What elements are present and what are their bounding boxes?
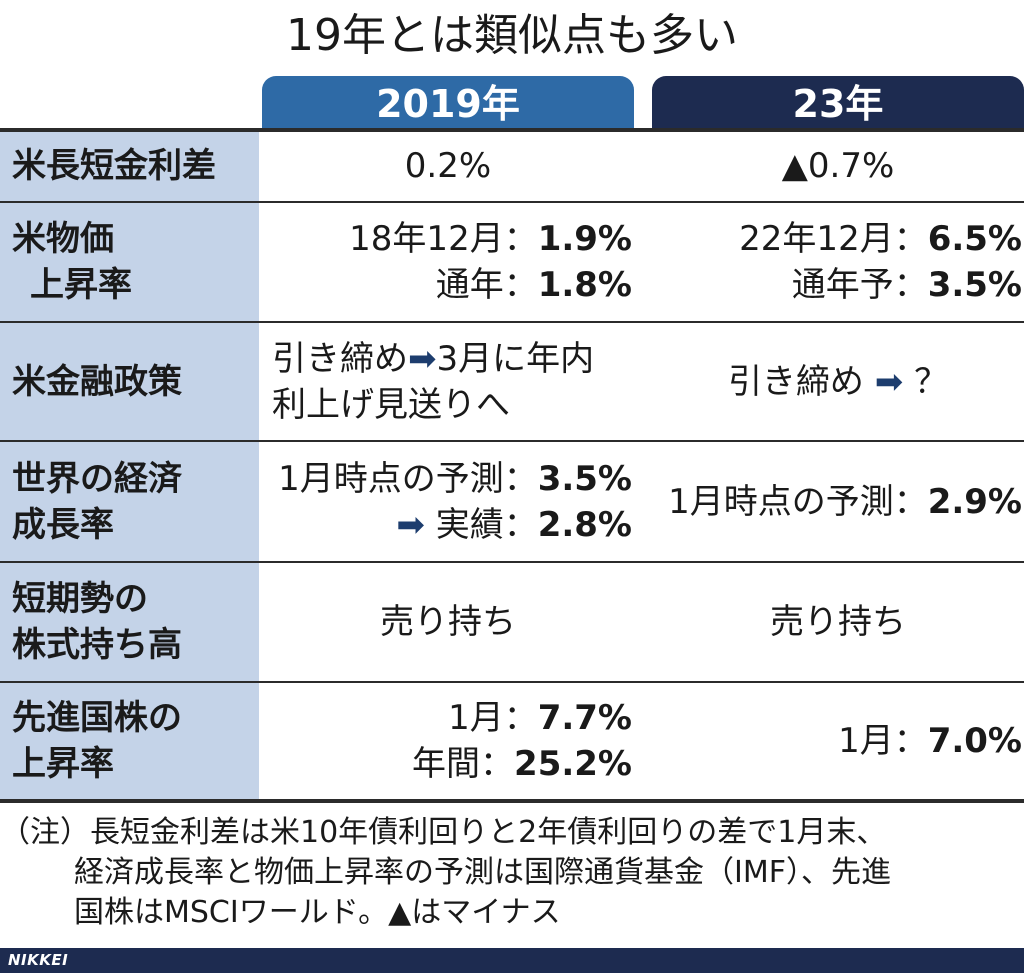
cell-line: 18年12月：1.9% [349,216,632,262]
row-label-us-monetary-policy: 米金融政策 [12,323,257,440]
row-divider [0,561,1024,563]
cell-line: 1月：7.7% [448,695,632,741]
row-label-text: 株式持ち高 [12,625,182,665]
footnote-line: 国株はMSCIワールド。▲はマイナス [74,895,561,930]
cell-rate-spread-2019: 0.2% [262,131,634,201]
cell-us-monetary-policy-2023: 引き締め ➡ ？ [652,323,1024,440]
cell-prefix: 実績： [435,504,538,545]
cell-prefix: 通年： [435,265,538,305]
cell-number: 2.9% [927,481,1022,522]
cell-text: 引き締め [272,338,408,379]
right-arrow-icon: ➡ [408,338,437,379]
cell-us-monetary-policy-2019: 引き締め➡3月に年内 利上げ見送りへ [262,323,634,440]
row-divider [0,201,1024,203]
cell-number: 1.9% [537,219,632,259]
cell-line: 1月：7.0% [838,718,1022,764]
table-top-rule [0,128,1024,132]
cell-developed-stocks-2019: 1月：7.7% 年間：25.2% [262,683,634,799]
chart-title: 19年とは類似点も多い [286,10,738,61]
cell-prefix: 22年12月： [739,219,928,259]
label-column-background [0,131,259,801]
cell-number: 6.5% [927,219,1022,259]
cell-text: 引き締め [727,361,864,402]
row-divider [0,681,1024,683]
nikkei-logo: NIKKEI [8,951,69,969]
cell-number: 7.7% [537,698,632,738]
row-label-text: 上昇率 [30,265,132,305]
row-label-us-inflation: 米物価 上昇率 [12,203,257,321]
cell-line: 引き締め ➡ ？ [728,359,948,405]
cell-line: 引き締め➡3月に年内 [272,336,594,382]
cell-prefix: 1月： [838,721,928,761]
cell-line: 年間：25.2% [412,741,632,787]
right-arrow-icon: ➡ [396,504,436,545]
cell-number: 2.8% [537,504,632,545]
cell-world-growth-2023: 1月時点の予測：2.9% [652,442,1024,561]
cell-text: 売り持ち [770,602,906,642]
row-label-developed-stocks: 先進国株の 上昇率 [12,683,257,799]
cell-line: 22年12月：6.5% [739,216,1022,262]
cell-line: 1月時点の予測：3.5% [278,456,632,502]
table-bottom-rule [0,799,1024,803]
cell-number: 3.5% [927,265,1022,305]
cell-number: 1.8% [537,265,632,305]
cell-rate-spread-2023: ▲0.7% [652,131,1024,201]
cell-text: 3月に年内 [436,338,595,379]
cell-line: 1月時点の予測：2.9% [668,479,1022,525]
cell-value: ▲0.7% [781,146,895,186]
cell-text: 利上げ見送りへ [272,384,510,425]
cell-value: 0.2% [404,146,492,186]
cell-text: 売り持ち [380,602,516,642]
cell-developed-stocks-2023: 1月：7.0% [652,683,1024,799]
footnote-line: 経済成長率と物価上昇率の予測は国際通貨基金（IMF）、先進 [74,855,891,890]
cell-short-term-positions-2023: 売り持ち [652,563,1024,681]
row-label-text: 米長短金利差 [12,146,216,186]
footer-bar: NIKKEI [0,948,1024,973]
row-label-text: 成長率 [12,504,114,545]
cell-world-growth-2019: 1月時点の予測：3.5% ➡ 実績：2.8% [262,442,634,561]
cell-prefix: 年間： [412,744,515,784]
cell-number: 3.5% [537,458,632,499]
row-label-text: 上昇率 [12,744,114,784]
column-gap [634,131,652,801]
cell-text: ？ [914,361,949,402]
row-label-text: 米金融政策 [12,361,182,402]
cell-number: 7.0% [927,721,1022,761]
column-header-2019: 2019年 [262,76,634,130]
cell-line: ➡ 実績：2.8% [396,502,632,548]
row-label-world-growth: 世界の経済 成長率 [12,442,257,561]
cell-line: 利上げ見送りへ [272,382,510,428]
row-label-text: 米物価 [12,219,114,259]
column-header-2023: 23年 [652,76,1024,130]
row-label-rate-spread: 米長短金利差 [12,131,257,201]
row-label-text: 先進国株の [12,698,182,738]
footnote-line: （注）長短金利差は米10年債利回りと2年債利回りの差で1月末、 [0,815,887,850]
cell-line: 通年：1.8% [436,262,632,308]
row-divider [0,440,1024,442]
cell-short-term-positions-2019: 売り持ち [262,563,634,681]
cell-line: 通年予：3.5% [792,262,1022,308]
footnote: （注）長短金利差は米10年債利回りと2年債利回りの差で1月末、 経済成長率と物価… [0,813,1024,933]
row-label-short-term-positions: 短期勢の 株式持ち高 [12,563,257,681]
cell-prefix: 通年予： [791,265,928,305]
cell-us-inflation-2023: 22年12月：6.5% 通年予：3.5% [652,203,1024,321]
cell-prefix: 1月： [448,698,538,738]
row-label-text: 短期勢の [12,579,148,619]
cell-us-inflation-2019: 18年12月：1.9% 通年：1.8% [262,203,634,321]
row-label-text: 世界の経済 [12,458,182,499]
cell-prefix: 1月時点の予測： [278,458,538,499]
right-arrow-icon: ➡ [874,361,904,402]
cell-prefix: 1月時点の予測： [668,481,928,522]
cell-prefix: 18年12月： [349,219,538,259]
cell-number: 25.2% [514,744,632,784]
row-divider [0,321,1024,323]
